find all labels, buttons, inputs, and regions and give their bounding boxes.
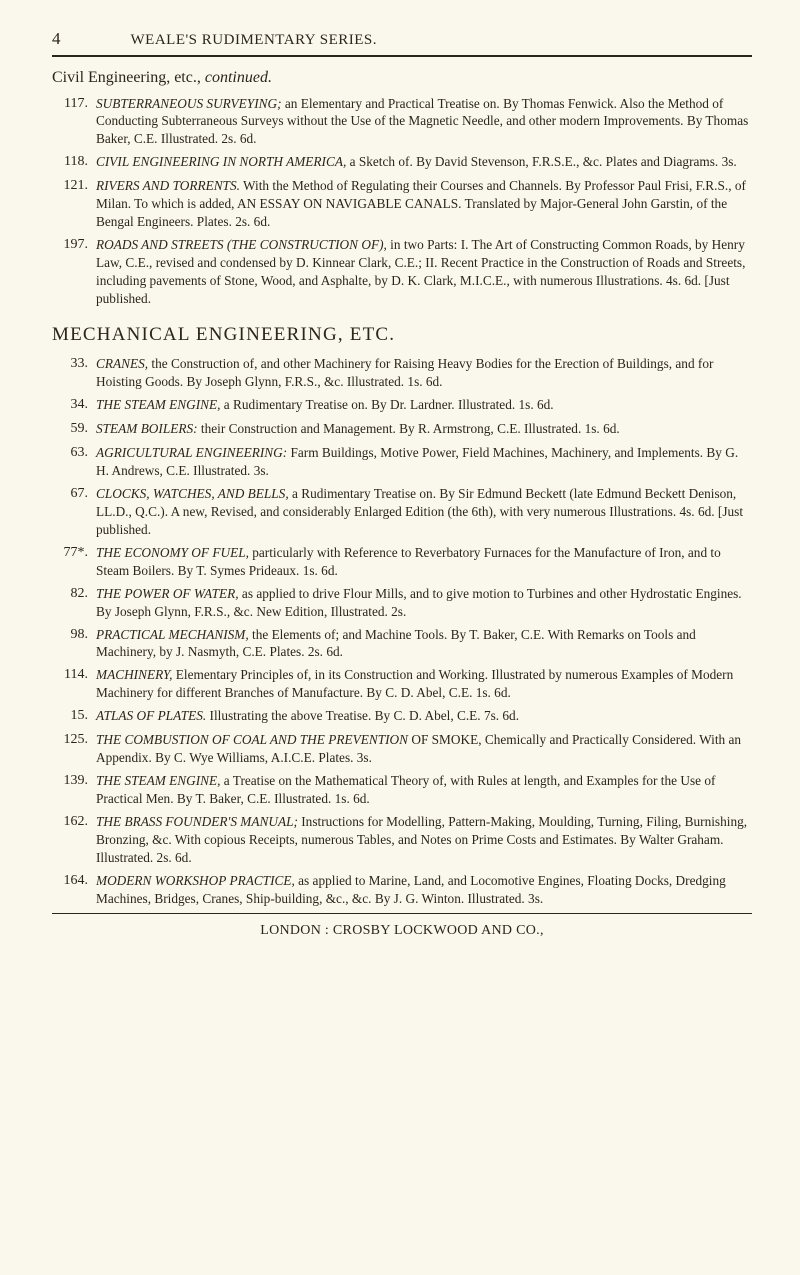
entry-description: a Rudimentary Treatise on. By Dr. Lardne… — [220, 397, 553, 412]
entry-number: 125. — [52, 731, 96, 767]
entry-number: 197. — [52, 236, 96, 308]
entry-body: THE ECONOMY OF FUEL, particularly with R… — [96, 544, 752, 580]
section-head-text: Civil Engineering, etc., — [52, 69, 205, 86]
entry-number: 33. — [52, 355, 96, 391]
entry-body: THE COMBUSTION OF COAL AND THE PREVENTIO… — [96, 731, 752, 767]
entry-title: SUBTERRANEOUS SURVEYING; — [96, 96, 282, 111]
entry-body: THE STEAM ENGINE, a Rudimentary Treatise… — [96, 396, 752, 415]
section-head-suffix: continued. — [205, 69, 272, 86]
footer-imprint: LONDON : CROSBY LOCKWOOD AND CO., — [52, 922, 752, 941]
entries-civil: 117.SUBTERRANEOUS SURVEYING; an Elementa… — [52, 95, 752, 308]
section-head-mechanical: MECHANICAL ENGINEERING, ETC. — [52, 322, 752, 348]
catalog-entry: 114.MACHINERY, Elementary Principles of,… — [52, 666, 752, 702]
entry-number: 67. — [52, 485, 96, 539]
entry-number: 139. — [52, 772, 96, 808]
entry-title: CIVIL ENGINEERING IN NORTH AMERICA, — [96, 154, 346, 169]
entry-body: SUBTERRANEOUS SURVEYING; an Elementary a… — [96, 95, 752, 149]
entry-title: CRANES, — [96, 356, 148, 371]
catalog-entry: 67.CLOCKS, WATCHES, AND BELLS, a Rudimen… — [52, 485, 752, 539]
catalog-entry: 82.THE POWER OF WATER, as applied to dri… — [52, 585, 752, 621]
entry-title: THE ECONOMY OF FUEL, — [96, 545, 249, 560]
catalog-entry: 162.THE BRASS FOUNDER'S MANUAL; Instruct… — [52, 813, 752, 867]
catalog-entry: 15.ATLAS OF PLATES. Illustrating the abo… — [52, 707, 752, 726]
catalog-entry: 34.THE STEAM ENGINE, a Rudimentary Treat… — [52, 396, 752, 415]
entry-title: AGRICULTURAL ENGINEERING: — [96, 445, 287, 460]
entry-title: MACHINERY, — [96, 667, 172, 682]
page-number: 4 — [52, 28, 61, 51]
entry-description: the Construction of, and other Machinery… — [96, 356, 713, 389]
entry-description: Illustrating the above Treatise. By C. D… — [206, 708, 519, 723]
entry-number: 63. — [52, 444, 96, 480]
entry-number: 34. — [52, 396, 96, 415]
catalog-entry: 118.CIVIL ENGINEERING IN NORTH AMERICA, … — [52, 153, 752, 172]
catalog-entry: 59.STEAM BOILERS: their Construction and… — [52, 420, 752, 439]
entry-body: STEAM BOILERS: their Construction and Ma… — [96, 420, 752, 439]
entry-number: 117. — [52, 95, 96, 149]
entry-title: THE STEAM ENGINE, — [96, 397, 220, 412]
catalog-entry: 139.THE STEAM ENGINE, a Treatise on the … — [52, 772, 752, 808]
catalog-entry: 197.ROADS AND STREETS (THE CONSTRUCTION … — [52, 236, 752, 308]
catalog-entry: 164.MODERN WORKSHOP PRACTICE, as applied… — [52, 872, 752, 908]
entry-body: ROADS AND STREETS (THE CONSTRUCTION OF),… — [96, 236, 752, 308]
header-rule — [52, 55, 752, 57]
entry-body: THE STEAM ENGINE, a Treatise on the Math… — [96, 772, 752, 808]
running-head: WEALE'S RUDIMENTARY SERIES. — [131, 30, 378, 50]
section-head-civil: Civil Engineering, etc., continued. — [52, 67, 752, 89]
catalog-entry: 121.RIVERS AND TORRENTS. With the Method… — [52, 177, 752, 231]
entry-title: CLOCKS, WATCHES, AND BELLS, — [96, 486, 289, 501]
entries-mechanical: 33.CRANES, the Construction of, and othe… — [52, 355, 752, 907]
entry-number: 114. — [52, 666, 96, 702]
entry-description: their Construction and Management. By R.… — [198, 421, 620, 436]
entry-number: 82. — [52, 585, 96, 621]
entry-title: THE COMBUSTION OF COAL AND THE PREVENTIO… — [96, 732, 408, 747]
entry-title: THE BRASS FOUNDER'S MANUAL; — [96, 814, 298, 829]
entry-body: THE POWER OF WATER, as applied to drive … — [96, 585, 752, 621]
entry-body: RIVERS AND TORRENTS. With the Method of … — [96, 177, 752, 231]
entry-number: 164. — [52, 872, 96, 908]
catalog-entry: 33.CRANES, the Construction of, and othe… — [52, 355, 752, 391]
catalog-entry: 98.PRACTICAL MECHANISM, the Elements of;… — [52, 626, 752, 662]
entry-number: 121. — [52, 177, 96, 231]
entry-title: THE POWER OF WATER, — [96, 586, 239, 601]
page-header: 4 WEALE'S RUDIMENTARY SERIES. — [52, 28, 752, 51]
catalog-entry: 125.THE COMBUSTION OF COAL AND THE PREVE… — [52, 731, 752, 767]
entry-title: PRACTICAL MECHANISM, — [96, 627, 249, 642]
catalog-entry: 77*.THE ECONOMY OF FUEL, particularly wi… — [52, 544, 752, 580]
footer-rule-1 — [52, 913, 752, 914]
entry-title: ATLAS OF PLATES. — [96, 708, 206, 723]
entry-title: ROADS AND STREETS (THE CONSTRUCTION OF), — [96, 237, 387, 252]
entry-number: 98. — [52, 626, 96, 662]
entry-body: MODERN WORKSHOP PRACTICE, as applied to … — [96, 872, 752, 908]
entry-description: a Sketch of. By David Stevenson, F.R.S.E… — [346, 154, 736, 169]
entry-body: ATLAS OF PLATES. Illustrating the above … — [96, 707, 752, 726]
entry-number: 15. — [52, 707, 96, 726]
entry-body: AGRICULTURAL ENGINEERING: Farm Buildings… — [96, 444, 752, 480]
entry-number: 59. — [52, 420, 96, 439]
entry-title: THE STEAM ENGINE, — [96, 773, 220, 788]
entry-title: RIVERS AND TORRENTS. — [96, 178, 240, 193]
entry-number: 162. — [52, 813, 96, 867]
catalog-entry: 117.SUBTERRANEOUS SURVEYING; an Elementa… — [52, 95, 752, 149]
entry-body: PRACTICAL MECHANISM, the Elements of; an… — [96, 626, 752, 662]
entry-body: MACHINERY, Elementary Principles of, in … — [96, 666, 752, 702]
entry-description: Elementary Principles of, in its Constru… — [96, 667, 733, 700]
entry-title: MODERN WORKSHOP PRACTICE, — [96, 873, 295, 888]
entry-title: STEAM BOILERS: — [96, 421, 198, 436]
entry-body: CRANES, the Construction of, and other M… — [96, 355, 752, 391]
entry-body: CIVIL ENGINEERING IN NORTH AMERICA, a Sk… — [96, 153, 752, 172]
entry-body: CLOCKS, WATCHES, AND BELLS, a Rudimentar… — [96, 485, 752, 539]
catalog-entry: 63.AGRICULTURAL ENGINEERING: Farm Buildi… — [52, 444, 752, 480]
entry-number: 118. — [52, 153, 96, 172]
entry-body: THE BRASS FOUNDER'S MANUAL; Instructions… — [96, 813, 752, 867]
entry-number: 77*. — [52, 544, 96, 580]
